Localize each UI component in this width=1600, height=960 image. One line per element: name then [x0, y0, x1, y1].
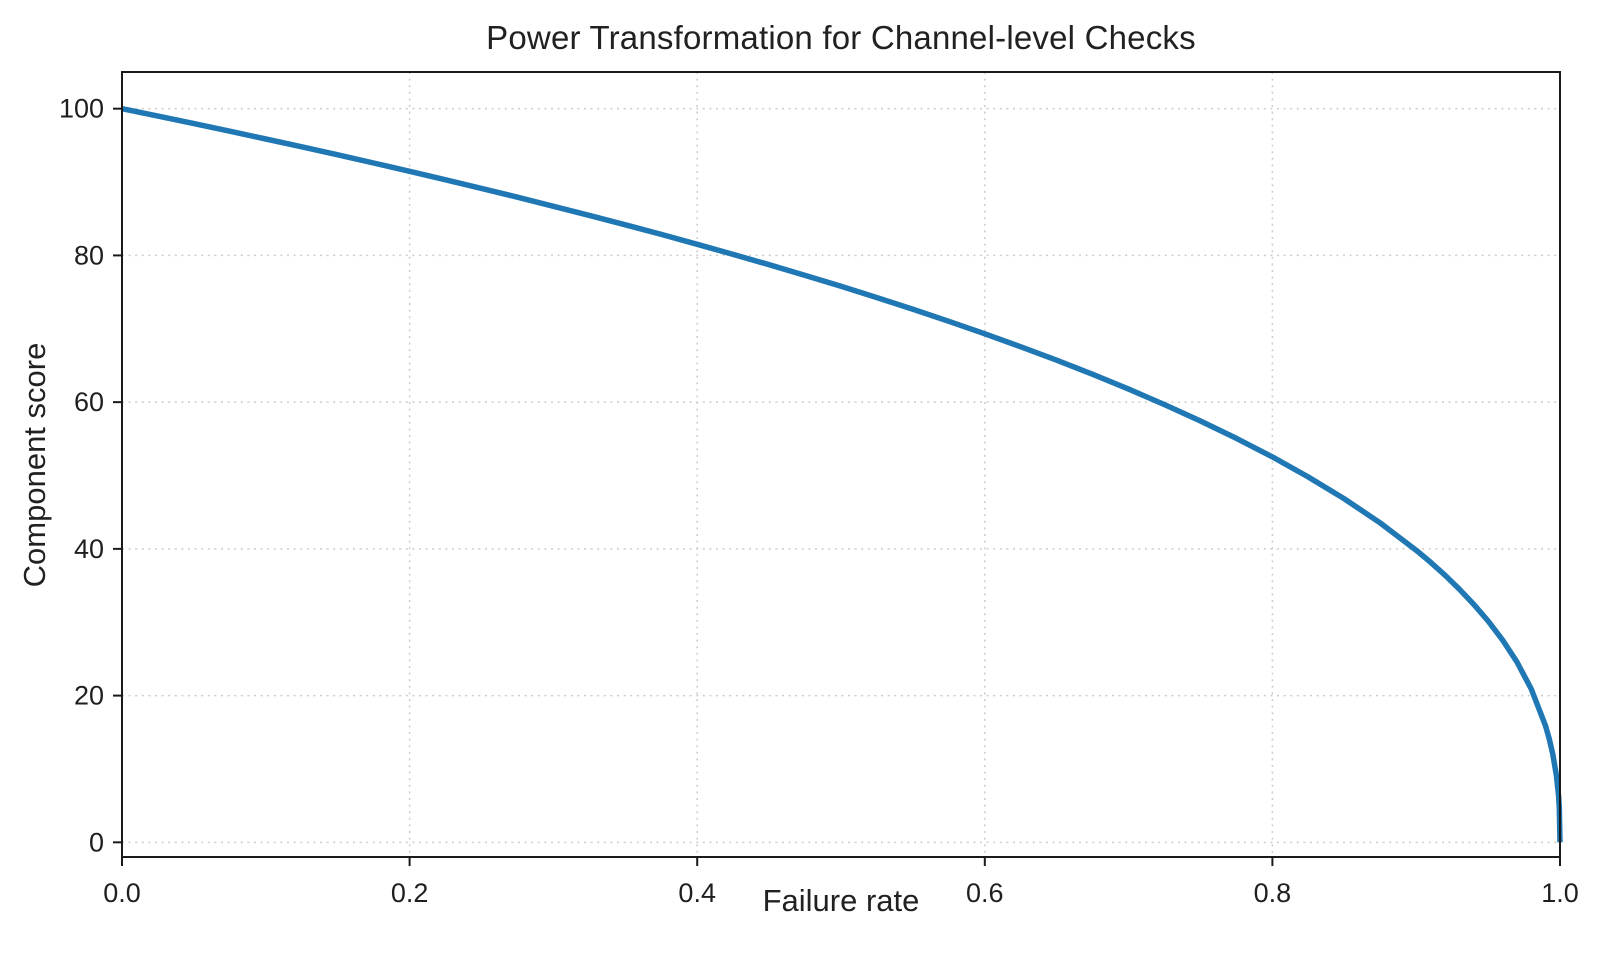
- y-tick-label: 100: [59, 94, 104, 124]
- x-tick-label: 0.0: [103, 878, 141, 908]
- x-tick-label: 0.2: [391, 878, 429, 908]
- chart-title: Power Transformation for Channel-level C…: [486, 19, 1196, 56]
- x-tick-label: 0.6: [966, 878, 1004, 908]
- y-tick-label: 0: [89, 827, 104, 857]
- x-tick-label: 0.8: [1254, 878, 1292, 908]
- curve-line: [121, 106, 1563, 843]
- y-tick-label: 20: [74, 681, 104, 711]
- y-tick-label: 40: [74, 534, 104, 564]
- x-tick-label: 1.0: [1541, 878, 1579, 908]
- y-tick-label: 80: [74, 240, 104, 270]
- y-axis-label: Component score: [17, 342, 52, 588]
- axes-frame: [121, 71, 1561, 858]
- y-tick-label: 60: [74, 387, 104, 417]
- x-tick-label: 0.4: [678, 878, 716, 908]
- x-axis-label: Failure rate: [762, 883, 920, 918]
